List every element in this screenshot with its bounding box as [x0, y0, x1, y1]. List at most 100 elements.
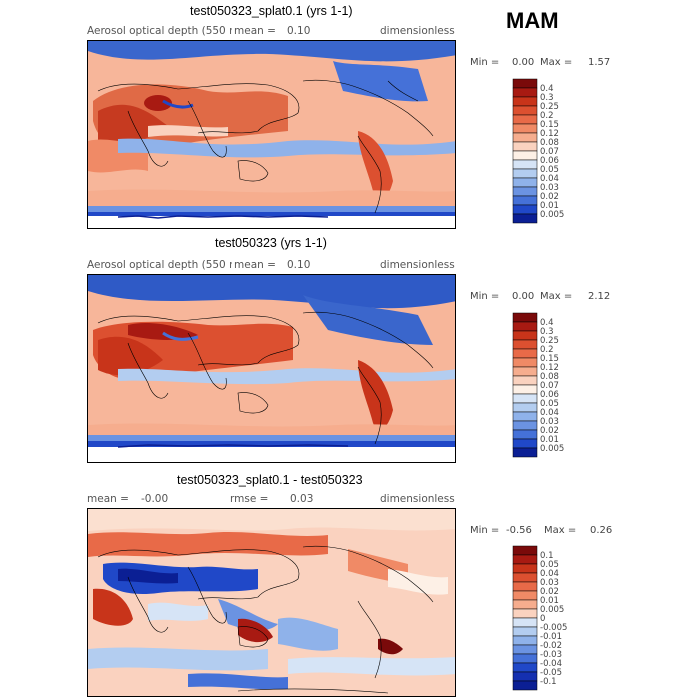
colorbar-tick-label: 0.3: [540, 327, 554, 337]
colorbar-swatch: [512, 105, 538, 116]
panel-2-mean-value: 0.10: [287, 259, 311, 271]
colorbar-swatch: [512, 213, 538, 224]
panel-1-min-value: 0.00: [512, 57, 535, 68]
panel-3-colorbar: 0.1 0.05 0.04 0.03 0.02 0.01 0.005 0 -0.005 -0.01…: [512, 545, 573, 692]
colorbar-tick-label: 0.03: [540, 417, 559, 427]
colorbar-swatch: [512, 87, 538, 98]
colorbar-tick-label: 0.03: [540, 183, 559, 193]
colorbar-swatch: [512, 545, 538, 556]
colorbar-swatch: [512, 159, 538, 170]
colorbar-tick-label: 0.08: [540, 138, 559, 148]
panel-3-rmse-value: 0.03: [290, 493, 314, 505]
panel-1-min-label: Min =: [470, 57, 500, 68]
colorbar-swatch: [512, 96, 538, 107]
panel-2-map-field: [88, 275, 455, 462]
panel-1-mean-label: mean =: [232, 25, 278, 37]
colorbar-tick-label: -0.02: [540, 641, 562, 651]
colorbar-tick-label: 0.03: [540, 578, 559, 588]
colorbar-swatch: [512, 438, 538, 449]
colorbar-swatch: [512, 321, 538, 332]
colorbar-swatch: [512, 671, 538, 682]
colorbar-tick-label: 0.06: [540, 390, 559, 400]
colorbar-tick-label: 0: [540, 614, 545, 624]
colorbar-tick-label: 0.4: [540, 84, 554, 94]
panel-2-min-label: Min =: [470, 291, 500, 302]
colorbar-tick-label: 0.05: [540, 165, 559, 175]
colorbar-tick-label: 0.005: [540, 210, 564, 220]
colorbar-swatch: [512, 402, 538, 413]
panel-1-title: test050323_splat0.1 (yrs 1-1): [190, 4, 353, 18]
panel-2-mean-label: mean =: [232, 259, 278, 271]
panel-1-units: dimensionless: [380, 25, 455, 37]
colorbar-tick-label: 0.04: [540, 569, 559, 579]
panel-2-map: [87, 274, 456, 463]
colorbar-tick-label: 0.2: [540, 111, 554, 121]
colorbar-swatch: [512, 357, 538, 368]
colorbar-tick-label: 0.1: [540, 551, 554, 561]
colorbar-tick-label: 0.05: [540, 560, 559, 570]
colorbar-tick-label: 0.4: [540, 318, 554, 328]
panel-3-map-field: [88, 509, 455, 696]
panel-1-max-label: Max =: [540, 57, 573, 68]
colorbar-tick-label: 0.02: [540, 192, 559, 202]
colorbar-swatch: [512, 653, 538, 664]
panel-3-max-value: 0.26: [590, 525, 613, 536]
colorbar-tick-label: 0.07: [540, 147, 559, 157]
colorbar-swatch: [512, 429, 538, 440]
colorbar-tick-label: 0.25: [540, 102, 559, 112]
colorbar-swatch: [512, 195, 538, 206]
panel-3-mean-value: -0.00: [141, 493, 169, 505]
colorbar-tick-label: 0.005: [540, 605, 564, 615]
colorbar-tick-label: 0.02: [540, 426, 559, 436]
panel-2-colorbar: 0.4 0.3 0.25 0.2 0.15 0.12 0.08 0.07 0.06 0.05 0.0…: [512, 312, 573, 459]
colorbar-swatch: [512, 177, 538, 188]
colorbar-tick-label: 0.2: [540, 345, 554, 355]
panel-3-title: test050323_splat0.1 - test050323: [177, 473, 363, 487]
panel-2-units: dimensionless: [380, 259, 455, 271]
colorbar-tick-label: 0.01: [540, 201, 559, 211]
colorbar-tick-label: 0.04: [540, 408, 559, 418]
colorbar-swatch: [512, 680, 538, 691]
colorbar-tick-label: 0.005: [540, 444, 564, 454]
colorbar-swatch: [512, 141, 538, 152]
colorbar-tick-label: -0.03: [540, 650, 562, 660]
colorbar-tick-label: 0.12: [540, 129, 559, 139]
colorbar-swatch: [512, 366, 538, 377]
colorbar-swatch: [512, 123, 538, 134]
colorbar-tick-label: 0.07: [540, 381, 559, 391]
colorbar-swatch: [512, 384, 538, 395]
colorbar-tick-label: 0.01: [540, 435, 559, 445]
colorbar-swatch: [512, 644, 538, 655]
colorbar-swatch: [512, 186, 538, 197]
panel-2-title: test050323 (yrs 1-1): [215, 236, 327, 250]
colorbar-tick-label: 0.25: [540, 336, 559, 346]
panel-1-map: [87, 40, 456, 229]
colorbar-swatch: [512, 599, 538, 610]
colorbar-swatch: [512, 626, 538, 637]
colorbar-swatch: [512, 581, 538, 592]
colorbar-tick-label: -0.01: [540, 632, 562, 642]
colorbar-swatch: [512, 204, 538, 215]
colorbar-swatch: [512, 411, 538, 422]
colorbar-swatch: [512, 150, 538, 161]
panel-2-max-label: Max =: [540, 291, 573, 302]
panel-2-variable: Aerosol optical depth (550 nm): [87, 259, 251, 271]
colorbar-tick-label: 0.15: [540, 354, 559, 364]
colorbar-swatch: [512, 447, 538, 458]
colorbar-swatch: [512, 608, 538, 619]
colorbar-tick-label: 0.02: [540, 587, 559, 597]
colorbar-tick-label: 0.01: [540, 596, 559, 606]
colorbar-swatch: [512, 114, 538, 125]
colorbar-swatch: [512, 590, 538, 601]
panel-1-variable: Aerosol optical depth (550 nm): [87, 25, 251, 37]
panel-3-units: dimensionless: [380, 493, 455, 505]
colorbar-swatch: [512, 662, 538, 673]
colorbar-swatch: [512, 635, 538, 646]
colorbar-tick-label: -0.05: [540, 668, 562, 678]
colorbar-tick-label: -0.005: [540, 623, 567, 633]
panel-3-mean-label: mean =: [87, 493, 129, 505]
colorbar-swatch: [512, 348, 538, 359]
colorbar-swatch: [512, 132, 538, 143]
colorbar-swatch: [512, 563, 538, 574]
colorbar-tick-label: 0.04: [540, 174, 559, 184]
